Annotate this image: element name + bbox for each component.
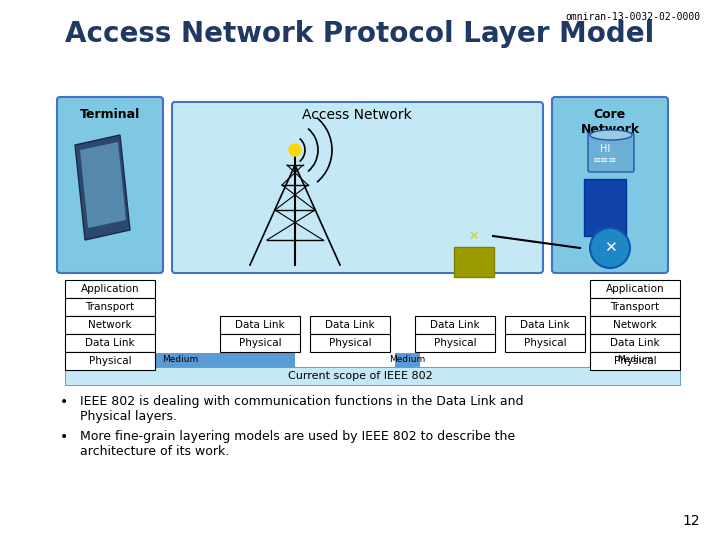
Bar (590, 280, 680, 298)
Bar (415, 334, 495, 352)
Text: Physical: Physical (239, 338, 282, 348)
FancyBboxPatch shape (57, 97, 163, 273)
Text: Network: Network (613, 320, 657, 330)
FancyBboxPatch shape (454, 247, 494, 277)
Text: ✕: ✕ (469, 230, 480, 242)
FancyBboxPatch shape (172, 102, 543, 273)
FancyBboxPatch shape (552, 97, 668, 273)
Text: Transport: Transport (611, 302, 660, 312)
Text: Medium: Medium (162, 355, 198, 364)
Text: ✕: ✕ (603, 240, 616, 255)
Text: Physical: Physical (613, 356, 657, 366)
Text: Data Link: Data Link (235, 320, 285, 330)
Text: Application: Application (606, 284, 665, 294)
Bar (590, 316, 680, 334)
Text: Application: Application (81, 284, 139, 294)
Bar (65, 334, 155, 352)
Text: Access Network: Access Network (302, 108, 412, 122)
Text: 12: 12 (683, 514, 700, 528)
Polygon shape (80, 142, 126, 228)
Bar (65, 367, 680, 385)
Bar (505, 316, 585, 334)
Text: Physical: Physical (89, 356, 131, 366)
Text: Data Link: Data Link (430, 320, 480, 330)
Bar (505, 334, 585, 352)
Bar (395, 353, 420, 367)
Text: HI
≡≡≡: HI ≡≡≡ (593, 144, 617, 165)
Text: Access Network Protocol Layer Model: Access Network Protocol Layer Model (66, 20, 654, 48)
Text: Medium: Medium (389, 355, 425, 364)
Text: Physical: Physical (433, 338, 477, 348)
Circle shape (590, 228, 630, 268)
Bar (220, 334, 300, 352)
Bar (65, 298, 155, 316)
Bar (65, 316, 155, 334)
Circle shape (289, 144, 301, 156)
Text: Data Link: Data Link (85, 338, 135, 348)
Text: Data Link: Data Link (325, 320, 375, 330)
Text: Core
Network: Core Network (580, 108, 639, 136)
Bar (590, 353, 680, 367)
Text: Terminal: Terminal (80, 108, 140, 121)
Ellipse shape (590, 130, 632, 140)
Bar (65, 280, 155, 298)
Bar (65, 353, 295, 367)
Text: Current scope of IEEE 802: Current scope of IEEE 802 (287, 371, 433, 381)
Text: Network: Network (88, 320, 132, 330)
Polygon shape (75, 135, 130, 240)
Text: Data Link: Data Link (610, 338, 660, 348)
Text: architecture of its work.: architecture of its work. (80, 445, 229, 458)
Text: •: • (60, 430, 68, 444)
Bar (220, 316, 300, 334)
Text: Transport: Transport (86, 302, 135, 312)
Text: omniran-13-0032-02-0000: omniran-13-0032-02-0000 (565, 12, 700, 22)
Bar (65, 352, 155, 370)
Text: Physical layers.: Physical layers. (80, 410, 177, 423)
Text: IEEE 802 is dealing with communication functions in the Data Link and: IEEE 802 is dealing with communication f… (80, 395, 523, 408)
Bar (310, 316, 390, 334)
Bar (590, 334, 680, 352)
Text: Medium: Medium (617, 355, 653, 364)
Text: Data Link: Data Link (520, 320, 570, 330)
Text: •: • (60, 395, 68, 409)
FancyBboxPatch shape (588, 133, 634, 172)
Bar (415, 316, 495, 334)
Bar (590, 352, 680, 370)
FancyBboxPatch shape (584, 179, 626, 236)
Text: Physical: Physical (329, 338, 372, 348)
Bar (310, 334, 390, 352)
Bar (590, 298, 680, 316)
Text: More fine-grain layering models are used by IEEE 802 to describe the: More fine-grain layering models are used… (80, 430, 515, 443)
Text: Physical: Physical (523, 338, 567, 348)
